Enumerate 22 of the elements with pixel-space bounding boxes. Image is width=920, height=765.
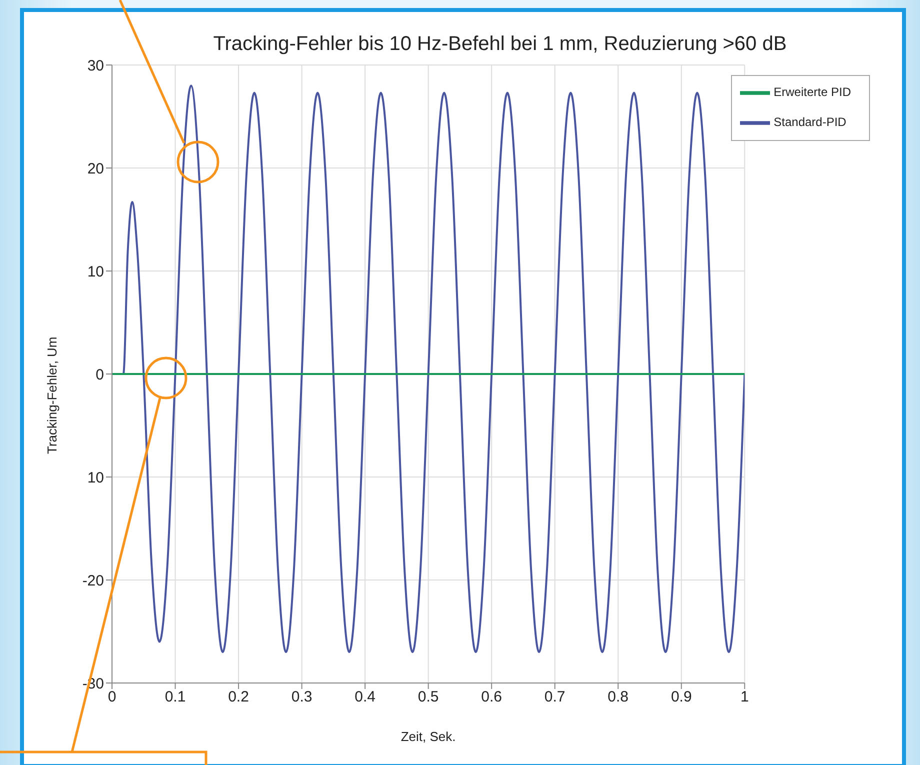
- chart-title: Tracking-Fehler bis 10 Hz-Befehl bei 1 mm, Reduzierung >60 dB: [213, 33, 787, 55]
- x-tick-label: 0.5: [418, 688, 439, 706]
- x-tick-label: 0.6: [481, 688, 502, 706]
- x-tick-label: 0.1: [164, 688, 186, 706]
- y-tick-label: 0: [96, 366, 104, 384]
- y-tick-label: -20: [82, 572, 104, 590]
- y-axis-title: Tracking-Fehler, Um: [44, 336, 60, 454]
- legend-label: Standard-PID: [774, 115, 846, 130]
- y-tick-label: 30: [87, 57, 104, 74]
- x-tick-label: 0.9: [670, 688, 692, 706]
- x-tick-label: 0.2: [228, 688, 249, 706]
- x-tick-label: 0: [108, 688, 116, 706]
- x-axis-title: Zeit, Sek.: [400, 729, 456, 744]
- x-tick-label: 0.4: [354, 688, 376, 706]
- y-tick-label: 10: [87, 263, 104, 280]
- x-tick-label: 0.3: [291, 688, 312, 706]
- y-tick-label: 20: [87, 160, 104, 178]
- x-tick-label: 0.8: [608, 688, 629, 706]
- y-tick-label: 10: [87, 469, 104, 486]
- legend-label: Erweiterte PID: [774, 85, 851, 100]
- x-tick-label: 0.7: [544, 688, 566, 706]
- x-tick-label: 1: [740, 688, 749, 706]
